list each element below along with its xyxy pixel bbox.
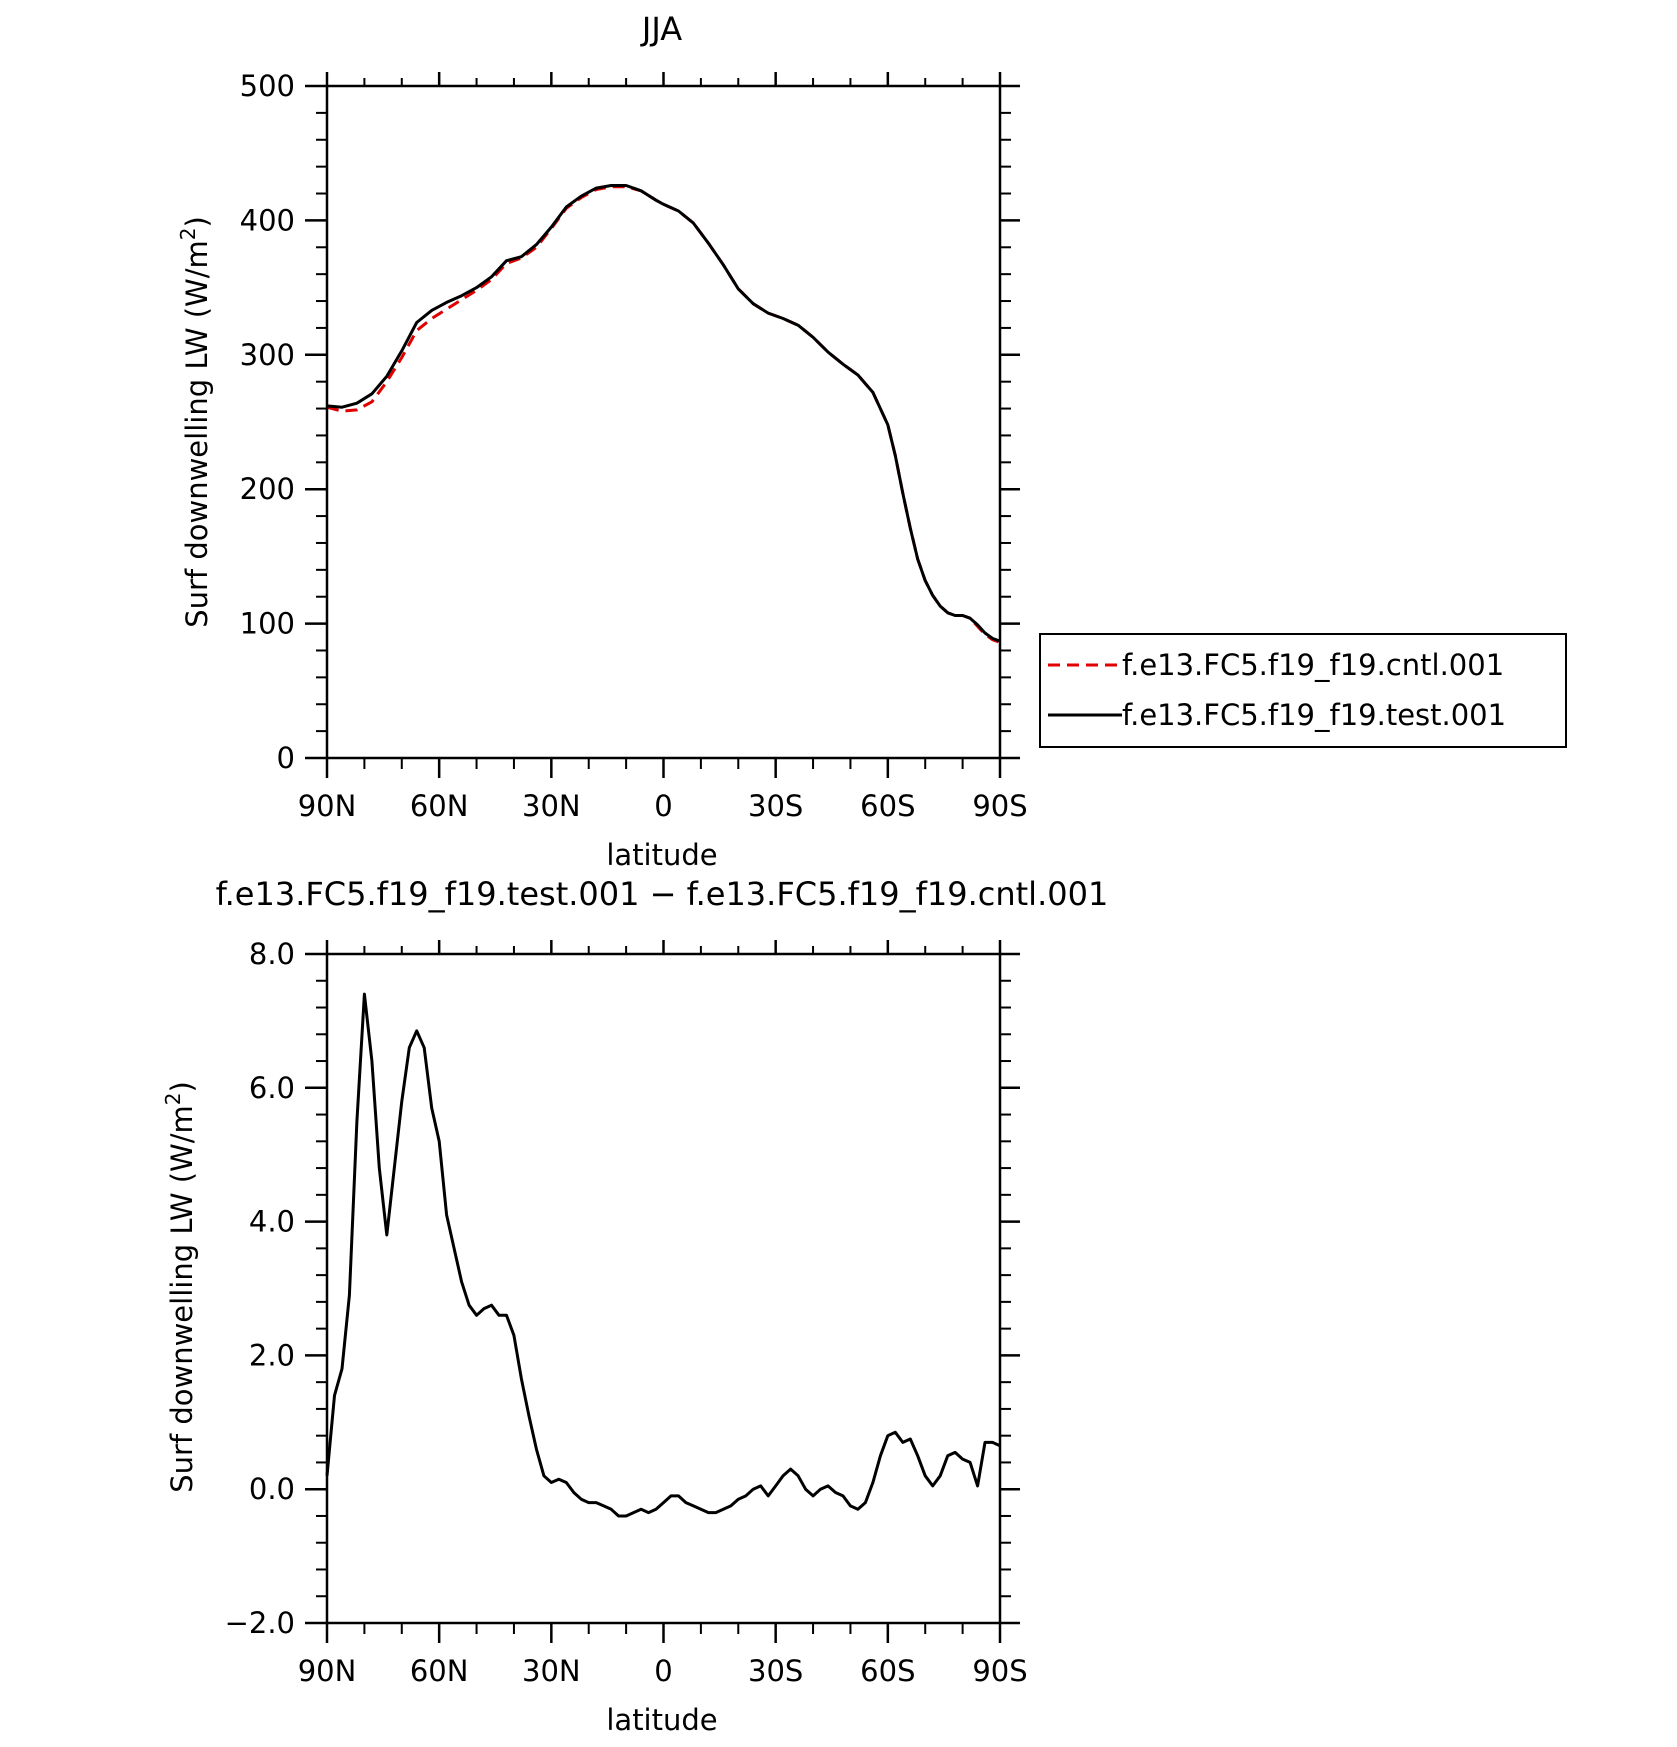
bottom-series-lines bbox=[325, 992, 1001, 1518]
x-tick-label: 90N bbox=[298, 1654, 357, 1688]
test-series-line bbox=[326, 184, 1001, 643]
y-tick-label: 0 bbox=[277, 741, 295, 775]
x-tick-label: 30N bbox=[522, 789, 581, 823]
legend: f.e13.FC5.f19_f19.cntl.001 f.e13.FC5.f19… bbox=[1039, 633, 1567, 748]
top-series-lines bbox=[326, 184, 1001, 644]
top-y-ticks: 0 100 200 300 400 500 bbox=[240, 69, 1020, 775]
y-tick-label: 6.0 bbox=[249, 1071, 295, 1105]
top-plot-frame bbox=[325, 84, 1002, 760]
top-y-axis-label: Surf downwelling LW (W/m2) bbox=[176, 216, 214, 628]
test-series-line bbox=[325, 992, 1001, 1518]
y-tick-label: 2.0 bbox=[249, 1338, 295, 1372]
bottom-chart-title: f.e13.FC5.f19_f19.test.001 − f.e13.FC5.f… bbox=[216, 875, 1109, 913]
x-tick-label: 60S bbox=[860, 1654, 915, 1688]
y-tick-label: 8.0 bbox=[249, 937, 295, 971]
bottom-x-ticks: 90N 60N 30N 0 30S 60S 90S bbox=[298, 940, 1028, 1688]
bottom-y-axis-label: Surf downwelling LW (W/m2) bbox=[161, 1081, 199, 1493]
x-tick-label: 30S bbox=[748, 789, 803, 823]
y-tick-label: 100 bbox=[240, 607, 295, 641]
x-tick-label: 90N bbox=[298, 789, 357, 823]
bottom-chart: f.e13.FC5.f19_f19.test.001 − f.e13.FC5.f… bbox=[161, 875, 1108, 1737]
bottom-y-ticks: −2.0 0.0 2.0 4.0 6.0 8.0 bbox=[225, 937, 1020, 1640]
top-chart-title: JJA bbox=[640, 10, 682, 48]
y-tick-label: 300 bbox=[240, 338, 295, 372]
x-tick-label: 30S bbox=[748, 1654, 803, 1688]
top-x-axis-label: latitude bbox=[606, 838, 717, 872]
y-tick-label: 400 bbox=[240, 203, 295, 237]
x-tick-label: 0 bbox=[654, 789, 672, 823]
y-tick-label: 500 bbox=[240, 69, 295, 103]
x-tick-label: 60N bbox=[410, 1654, 469, 1688]
x-tick-label: 90S bbox=[972, 789, 1027, 823]
x-tick-label: 60N bbox=[410, 789, 469, 823]
bottom-x-axis-label: latitude bbox=[606, 1703, 717, 1737]
top-x-ticks: 90N 60N 30N 0 30S 60S 90S bbox=[298, 72, 1028, 823]
x-tick-label: 30N bbox=[522, 1654, 581, 1688]
y-tick-label: −2.0 bbox=[225, 1606, 295, 1640]
legend-label-cntl: f.e13.FC5.f19_f19.cntl.001 bbox=[1122, 648, 1504, 682]
x-tick-label: 90S bbox=[972, 1654, 1027, 1688]
legend-box bbox=[1039, 633, 1567, 748]
x-tick-label: 60S bbox=[860, 789, 915, 823]
top-chart: JJA 0 100 200 300 400 500 90N 60N 30N 0 30S 60S 90S… bbox=[176, 10, 1567, 872]
legend-label-test: f.e13.FC5.f19_f19.test.001 bbox=[1122, 698, 1506, 732]
y-tick-label: 0.0 bbox=[249, 1472, 295, 1506]
y-tick-label: 4.0 bbox=[249, 1205, 295, 1239]
bottom-plot-frame bbox=[325, 952, 1002, 1625]
x-tick-label: 0 bbox=[654, 1654, 672, 1688]
y-tick-label: 200 bbox=[240, 472, 295, 506]
